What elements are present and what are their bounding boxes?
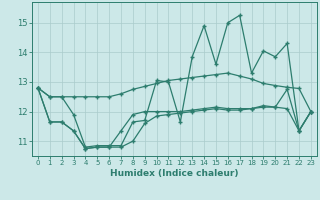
X-axis label: Humidex (Indice chaleur): Humidex (Indice chaleur): [110, 169, 239, 178]
